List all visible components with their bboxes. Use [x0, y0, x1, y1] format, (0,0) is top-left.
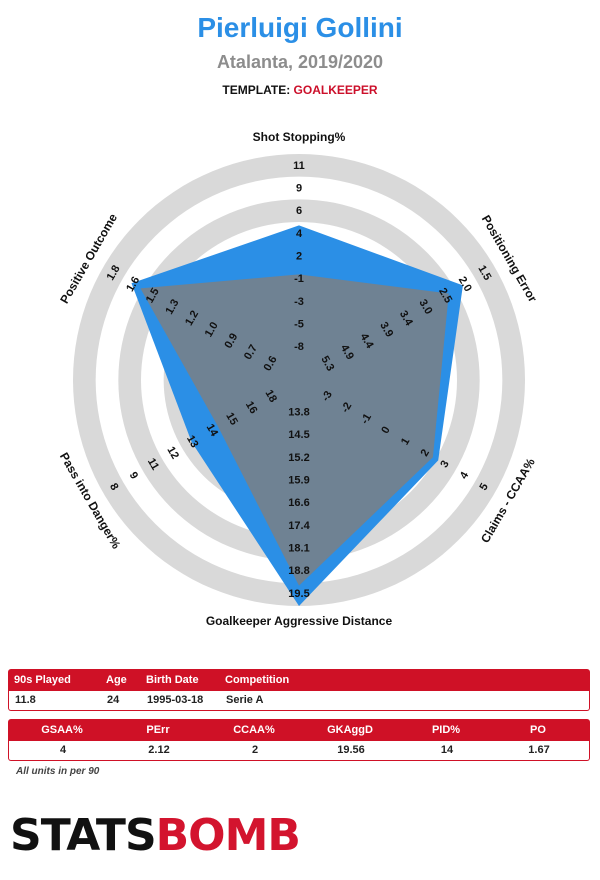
- stats-header-perr: PErr: [146, 724, 170, 736]
- axis-tick-label: 14.5: [288, 429, 309, 441]
- stats-value-pid: 14: [440, 744, 454, 756]
- info-value-90s: 11.8: [15, 694, 36, 706]
- axis-tick-label: 1: [399, 436, 412, 447]
- axis-tick-label: 6: [296, 205, 302, 217]
- units-note: All units in per 90: [16, 766, 100, 777]
- template-line: TEMPLATE: GOALKEEPER: [0, 83, 600, 97]
- info-header-birth: Birth Date: [146, 674, 199, 686]
- axis-tick-label: 18: [263, 388, 280, 405]
- statsbomb-logo: STATSBOMB: [10, 808, 301, 864]
- axis-tick-label: 16.6: [288, 497, 309, 509]
- axis-tick-label: 9: [296, 183, 302, 195]
- stats-value-gkaggd: 19.56: [337, 744, 365, 756]
- stats-value-ccaa: 2: [251, 744, 259, 756]
- stats-header-ccaa: CCAA%: [233, 724, 275, 736]
- stats-table-header: GSAA% PErr CCAA% GKAggD PID% PO: [8, 719, 590, 741]
- logo-text-bomb: BOMB: [155, 810, 301, 861]
- axis-tick-label: 13.8: [288, 407, 309, 419]
- axis-tick-label: -8: [294, 341, 304, 353]
- info-table-header: 90s Played Age Birth Date Competition: [8, 669, 590, 691]
- axis-tick-label: 15.2: [288, 452, 309, 464]
- axis-tick-label: 8: [107, 481, 120, 492]
- info-value-age: 24: [107, 694, 120, 706]
- stats-header-gkaggd: GKAggD: [327, 724, 373, 736]
- axis-tick-label: 17.4: [288, 520, 310, 532]
- stats-value-perr: 2.12: [148, 744, 170, 756]
- axis-title: Goalkeeper Aggressive Distance: [206, 614, 393, 628]
- info-header-competition: Competition: [225, 674, 290, 686]
- player-name: Pierluigi Gollini: [197, 12, 403, 43]
- stats-header-gsaa: GSAA%: [41, 724, 83, 736]
- info-header-age: Age: [106, 674, 127, 686]
- axis-tick-label: -5: [294, 319, 304, 331]
- info-value-competition: Serie A: [226, 694, 264, 706]
- team-season: Atalanta, 2019/2020: [216, 52, 384, 72]
- stats-value-gsaa: 4: [59, 744, 67, 756]
- axis-tick-label: -3: [294, 296, 304, 308]
- stats-value-po: 1.67: [528, 744, 550, 756]
- axis-tick-label: 5: [477, 481, 490, 492]
- info-value-birth: 1995-03-18: [147, 694, 204, 706]
- axis-tick-label: 0: [379, 425, 392, 436]
- logo-text-stats: STATS: [10, 810, 157, 861]
- axis-tick-label: 11: [145, 456, 161, 472]
- axis-tick-label: 2: [296, 251, 302, 263]
- axis-tick-label: 15: [223, 411, 240, 428]
- axis-tick-label: 2: [419, 447, 432, 458]
- info-table: 90s Played Age Birth Date Competition 11…: [8, 669, 590, 711]
- axis-tick-label: 11: [293, 160, 305, 172]
- axis-tick-label: 12: [164, 445, 181, 462]
- info-table-row: 11.8 24 1995-03-18 Serie A: [8, 691, 590, 711]
- average-polygon: [140, 274, 449, 586]
- axis-tick-label: 15.9: [288, 475, 309, 487]
- axis-tick-label: 13: [184, 433, 201, 450]
- axis-tick-label: -1: [294, 273, 304, 285]
- template-label: TEMPLATE:: [222, 83, 291, 97]
- axis-tick-label: 18.8: [288, 565, 309, 577]
- stats-header-pid: PID%: [431, 724, 461, 736]
- axis-title: Shot Stopping%: [253, 130, 346, 144]
- info-header-90s: 90s Played: [14, 674, 71, 686]
- axis-tick-label: 9: [127, 470, 140, 481]
- stats-table-row: 4 2.12 2 19.56 14 1.67: [8, 741, 590, 761]
- axis-tick-label: 3: [438, 459, 451, 470]
- axis-tick-label: 4: [296, 228, 303, 240]
- template-value: GOALKEEPER: [293, 83, 378, 97]
- axis-tick-label: 16: [243, 399, 260, 416]
- axis-tick-label: 18.1: [288, 543, 309, 555]
- axis-tick-label: 19.5: [288, 588, 309, 600]
- stats-header-po: PO: [530, 724, 546, 736]
- stats-table: GSAA% PErr CCAA% GKAggD PID% PO 4 2.12 2…: [8, 719, 590, 761]
